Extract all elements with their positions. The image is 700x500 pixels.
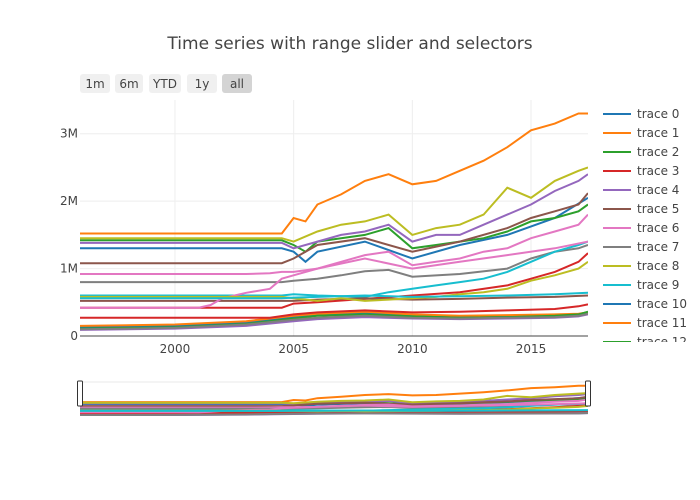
range-button-label: YTD bbox=[152, 77, 177, 91]
legend-label: trace 10 bbox=[637, 297, 687, 311]
legend-item-18[interactable]: trace 18 bbox=[603, 449, 687, 463]
legend-item-3[interactable]: trace 3 bbox=[603, 164, 679, 178]
legend-label: trace 13 bbox=[637, 354, 687, 368]
series-line-3[interactable] bbox=[80, 252, 588, 309]
range-button-label: 1y bbox=[195, 77, 210, 91]
range-button-bg bbox=[115, 74, 143, 93]
legend-item-19[interactable]: trace 19 bbox=[603, 468, 687, 482]
range-slider-right-handle[interactable] bbox=[585, 380, 591, 407]
legend-label: trace 1 bbox=[637, 126, 679, 140]
legend-label: trace 5 bbox=[637, 202, 679, 216]
plot-area[interactable] bbox=[80, 112, 588, 331]
series-line-5[interactable] bbox=[80, 192, 588, 265]
legend-item-4[interactable]: trace 4 bbox=[603, 183, 679, 197]
legend-item-13[interactable]: trace 13 bbox=[603, 354, 687, 368]
legend-label: trace 15 bbox=[637, 392, 687, 406]
legend-item-9[interactable]: trace 9 bbox=[603, 278, 679, 292]
legend-label: trace 2 bbox=[637, 145, 679, 159]
x-axis-ticks: 2000 2005 2010 2015 bbox=[160, 342, 547, 356]
legend-label: trace 7 bbox=[637, 240, 679, 254]
legend-label: trace 17 bbox=[637, 430, 687, 444]
series-line-1[interactable] bbox=[80, 112, 588, 235]
legend-label: trace 4 bbox=[637, 183, 679, 197]
legend-item-10[interactable]: trace 10 bbox=[603, 297, 687, 311]
x-tick-label: 2010 bbox=[397, 342, 428, 356]
legend-item-11[interactable]: trace 11 bbox=[603, 316, 687, 330]
range-slider-preview bbox=[80, 384, 588, 416]
x-tick-label: 2015 bbox=[516, 342, 547, 356]
legend-label: trace 9 bbox=[637, 278, 679, 292]
series-line-8[interactable] bbox=[80, 166, 588, 243]
legend-item-7[interactable]: trace 7 bbox=[603, 240, 679, 254]
range-button-label: all bbox=[230, 77, 244, 91]
series-line-2[interactable] bbox=[80, 203, 588, 253]
range-button-bg bbox=[187, 74, 217, 93]
range-button-ytd[interactable]: YTD bbox=[149, 74, 181, 93]
legend-item-6[interactable]: trace 6 bbox=[603, 221, 679, 235]
legend-item-0[interactable]: trace 0 bbox=[603, 107, 679, 121]
series-line-13[interactable] bbox=[80, 303, 588, 319]
x-tick-label: 2005 bbox=[278, 342, 309, 356]
series-line-4[interactable] bbox=[80, 173, 588, 250]
series-line-9[interactable] bbox=[80, 240, 588, 298]
legend-item-12[interactable]: trace 12 bbox=[603, 335, 687, 349]
legend-item-2[interactable]: trace 2 bbox=[603, 145, 679, 159]
series-line-16[interactable] bbox=[80, 240, 588, 309]
legend: trace 0 trace 1 trace 2 trace 3 trace 4 trace… bbox=[603, 107, 687, 482]
slider-series-line-17 bbox=[80, 412, 588, 416]
series-line-6[interactable] bbox=[80, 213, 588, 275]
chart-title: Time series with range slider and select… bbox=[166, 34, 532, 54]
range-button-bg bbox=[222, 74, 252, 93]
y-axis-ticks: 0 1M 2M 3M bbox=[60, 127, 78, 343]
legend-item-16[interactable]: trace 16 bbox=[603, 411, 687, 425]
slider-series-line-1 bbox=[80, 384, 588, 404]
slider-series-line-5 bbox=[80, 395, 588, 408]
series-line-11[interactable] bbox=[80, 310, 588, 327]
y-tick-label: 0 bbox=[70, 329, 78, 343]
range-slider[interactable] bbox=[77, 380, 591, 417]
legend-item-17[interactable]: trace 17 bbox=[603, 430, 687, 444]
y-tick-label: 2M bbox=[60, 194, 78, 208]
legend-item-5[interactable]: trace 5 bbox=[603, 202, 679, 216]
x-tick-label: 2000 bbox=[160, 342, 191, 356]
legend-label: trace 16 bbox=[637, 411, 687, 425]
series-line-17[interactable] bbox=[80, 312, 588, 331]
slider-series-line-8 bbox=[80, 392, 588, 405]
slider-series-line-19 bbox=[80, 409, 588, 412]
series-line-0[interactable] bbox=[80, 196, 588, 264]
range-button-6m[interactable]: 6m bbox=[115, 74, 143, 93]
legend-label: trace 12 bbox=[637, 335, 687, 349]
range-button-bg bbox=[80, 74, 110, 93]
range-button-all[interactable]: all bbox=[222, 74, 252, 93]
range-button-1m[interactable]: 1m bbox=[80, 74, 110, 93]
legend-item-14[interactable]: trace 14 bbox=[603, 373, 687, 387]
range-button-bg bbox=[149, 74, 181, 93]
legend-item-15[interactable]: trace 15 bbox=[603, 392, 687, 406]
legend-item-1[interactable]: trace 1 bbox=[603, 126, 679, 140]
y-tick-label: 3M bbox=[60, 127, 78, 141]
legend-label: trace 18 bbox=[637, 449, 687, 463]
series-line-19[interactable] bbox=[80, 291, 588, 300]
range-button-label: 1m bbox=[85, 77, 104, 91]
legend-label: trace 0 bbox=[637, 107, 679, 121]
range-slider-left-handle[interactable] bbox=[77, 380, 83, 407]
legend-label: trace 19 bbox=[637, 468, 687, 482]
range-button-1y[interactable]: 1y bbox=[187, 74, 217, 93]
y-tick-label: 1M bbox=[60, 262, 78, 276]
legend-label: trace 8 bbox=[637, 259, 679, 273]
range-selector: 1m 6m YTD 1y all bbox=[80, 74, 252, 93]
legend-item-8[interactable]: trace 8 bbox=[603, 259, 679, 273]
legend-label: trace 14 bbox=[637, 373, 687, 387]
range-button-label: 6m bbox=[119, 77, 138, 91]
legend-label: trace 3 bbox=[637, 164, 679, 178]
slider-series-line-6 bbox=[80, 398, 588, 409]
legend-label: trace 11 bbox=[637, 316, 687, 330]
legend-label: trace 6 bbox=[637, 221, 679, 235]
